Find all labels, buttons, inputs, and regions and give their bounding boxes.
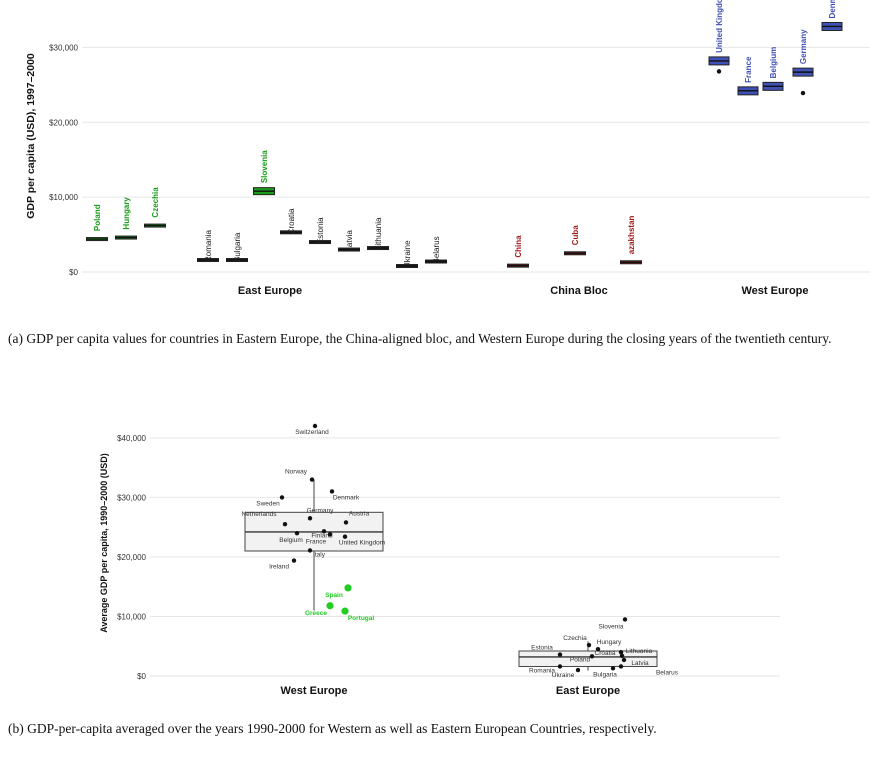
point-label: Italy bbox=[313, 551, 326, 558]
point-poland bbox=[589, 654, 595, 659]
country-label: Belarus bbox=[432, 236, 441, 263]
point-label: Belarus bbox=[656, 669, 679, 676]
point-label: Denmark bbox=[333, 494, 360, 501]
country-label: Latvia bbox=[345, 230, 354, 252]
point-ireland bbox=[291, 558, 297, 563]
y-tick-label: $10,000 bbox=[117, 612, 146, 621]
y-tick-label: $10,000 bbox=[49, 193, 78, 202]
y-tick-label: $20,000 bbox=[49, 118, 78, 127]
country-label: United Kingdom bbox=[715, 0, 724, 53]
point-bulgaria bbox=[610, 666, 616, 671]
outlier-point bbox=[716, 69, 722, 74]
point-norway bbox=[309, 477, 315, 482]
point-label: Spain bbox=[325, 592, 343, 599]
point-label: Germany bbox=[307, 507, 334, 514]
point-label: Sweden bbox=[256, 500, 280, 507]
y-tick-label: $0 bbox=[69, 268, 78, 277]
point-switzerland bbox=[312, 423, 318, 429]
point-germany bbox=[307, 516, 313, 521]
country-label: Hungary bbox=[122, 197, 131, 230]
point-france bbox=[327, 532, 333, 537]
y-axis-label: Average GDP per capita, 1990–2000 (USD) bbox=[99, 453, 109, 633]
point-label: Ukraine bbox=[552, 672, 575, 679]
country-label: Slovenia bbox=[260, 150, 269, 183]
outlier-point bbox=[800, 90, 806, 96]
point-label: Croatia bbox=[595, 650, 616, 657]
country-label: Estonia bbox=[316, 217, 325, 244]
point-latvia bbox=[621, 657, 627, 663]
point-croatia bbox=[619, 653, 625, 658]
category-label: West Europe bbox=[280, 685, 347, 697]
point-label: United Kingdom bbox=[339, 540, 385, 547]
point-label: Poland bbox=[570, 656, 591, 663]
category-label: East Europe bbox=[556, 685, 620, 697]
point-hungary bbox=[595, 647, 601, 652]
point-label: Estonia bbox=[531, 645, 553, 652]
point-united-kingdom bbox=[342, 534, 348, 539]
y-tick-label: $0 bbox=[137, 672, 146, 681]
group-label: West Europe bbox=[741, 285, 808, 297]
point-ukraine bbox=[575, 667, 581, 673]
point-label: Romania bbox=[529, 667, 555, 674]
point-label: Portugal bbox=[348, 615, 375, 622]
chart-a: $0 $10,000 $20,000 $30,000 GDP per capita (U… bbox=[25, 0, 870, 297]
country-label: Lithuania bbox=[374, 217, 383, 250]
y-tick-label: $30,000 bbox=[117, 493, 146, 502]
point-label: Belgium bbox=[279, 537, 302, 544]
y-tick-label: $30,000 bbox=[49, 43, 78, 52]
country-label: Denmark bbox=[828, 0, 837, 18]
y-axis-label: GDP per capita (USD), 1997–2000 bbox=[25, 53, 37, 219]
country-label: Romania bbox=[204, 229, 213, 262]
country-label: Belgium bbox=[769, 47, 778, 79]
point-finland bbox=[321, 529, 327, 534]
country-label: Bulgaria bbox=[233, 232, 242, 262]
country-label: Poland bbox=[93, 204, 102, 231]
country-label: Germany bbox=[799, 29, 808, 64]
group-label: East Europe bbox=[238, 285, 302, 297]
point-label: Latvia bbox=[631, 660, 649, 667]
point-italy bbox=[307, 548, 313, 553]
point-romania bbox=[557, 664, 563, 669]
country-label: azakhstan bbox=[627, 215, 636, 254]
point-label: Ireland bbox=[269, 564, 289, 571]
point-denmark bbox=[329, 489, 335, 494]
country-label: Czechia bbox=[151, 187, 160, 218]
y-tick-label: $40,000 bbox=[117, 434, 146, 443]
point-estonia bbox=[557, 652, 563, 657]
point-label: Greece bbox=[305, 610, 327, 617]
point-netherlands bbox=[282, 522, 288, 527]
caption-a: (a) GDP per capita values for countries … bbox=[8, 331, 832, 346]
point-belarus bbox=[618, 664, 624, 669]
country-label: Croatia bbox=[287, 208, 296, 234]
point-label: Lithuania bbox=[626, 648, 653, 655]
point-label: Netherlands bbox=[241, 511, 277, 518]
point-sweden bbox=[279, 495, 285, 500]
chart-b: $0 $10,000 $20,000 $30,000 $40,000 Average GD… bbox=[99, 423, 780, 697]
point-label: Bulgaria bbox=[593, 671, 617, 678]
point-greece bbox=[326, 602, 334, 610]
point-label: Switzerland bbox=[295, 429, 329, 436]
point-label: Slovenia bbox=[599, 623, 624, 630]
point-slovenia bbox=[622, 617, 628, 622]
point-label: Norway bbox=[285, 469, 308, 476]
point-austria bbox=[343, 520, 349, 525]
point-spain bbox=[344, 584, 352, 592]
point-label: Austria bbox=[349, 510, 370, 517]
country-label: Ukraine bbox=[403, 240, 412, 268]
point-lithuania bbox=[618, 649, 624, 655]
group-label: China Bloc bbox=[550, 285, 607, 297]
country-label: France bbox=[744, 56, 753, 83]
y-tick-label: $20,000 bbox=[117, 553, 146, 562]
point-label: Czechia bbox=[563, 635, 587, 642]
point-belgium bbox=[294, 530, 300, 536]
caption-b: (b) GDP-per-capita averaged over the yea… bbox=[8, 721, 657, 736]
point-label: France bbox=[306, 538, 327, 545]
point-portugal bbox=[341, 607, 349, 615]
point-label: Finland bbox=[311, 532, 333, 539]
point-czechia bbox=[586, 642, 592, 648]
point-label: Hungary bbox=[597, 639, 622, 646]
country-label: China bbox=[514, 235, 523, 258]
country-label: Cuba bbox=[571, 225, 580, 246]
